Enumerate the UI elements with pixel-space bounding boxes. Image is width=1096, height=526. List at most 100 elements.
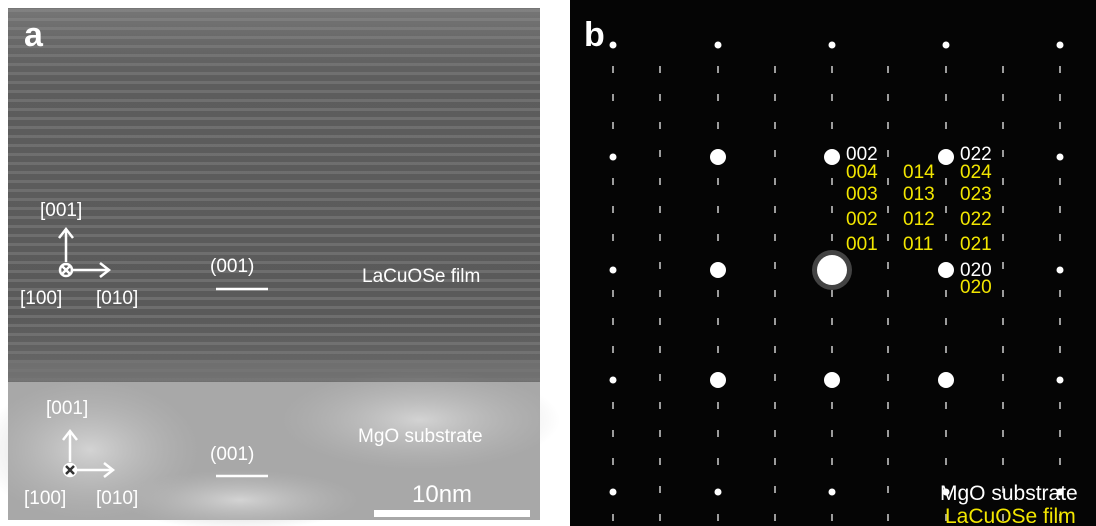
streak (1002, 178, 1004, 185)
streak (1059, 318, 1061, 325)
streak (887, 430, 889, 437)
streak (659, 346, 661, 353)
axis-label: [001] (40, 200, 82, 221)
film-index: 004 (846, 162, 878, 183)
streak (612, 94, 614, 101)
streak (659, 514, 661, 521)
spot (938, 149, 954, 165)
film-index: 013 (903, 184, 935, 205)
streak (774, 178, 776, 185)
streak (831, 178, 833, 185)
streak (831, 206, 833, 213)
streak (612, 346, 614, 353)
spot (938, 372, 954, 388)
streak (1002, 150, 1004, 157)
axis-label: [100] (24, 488, 66, 509)
streak (659, 206, 661, 213)
streak (1002, 290, 1004, 297)
streak (659, 66, 661, 73)
streak (945, 234, 947, 241)
streak (717, 122, 719, 129)
streak (831, 402, 833, 409)
streak (945, 122, 947, 129)
spot (943, 42, 950, 49)
streak (717, 430, 719, 437)
panel-label: a (24, 16, 44, 54)
streak (1059, 234, 1061, 241)
streak (887, 346, 889, 353)
panel-label: b (584, 16, 605, 54)
streak (831, 318, 833, 325)
streak (612, 514, 614, 521)
plane-label: (001) (210, 256, 254, 277)
legend-film: LaCuOSe film (945, 505, 1076, 526)
substrate-texture (280, 370, 560, 470)
streak (1059, 206, 1061, 213)
streak (1059, 430, 1061, 437)
plane-label: (001) (210, 444, 254, 465)
streak (1059, 346, 1061, 353)
streak (717, 206, 719, 213)
spot (824, 149, 840, 165)
film-index: 020 (960, 277, 992, 298)
spot (715, 489, 722, 496)
streak (831, 122, 833, 129)
streak (774, 290, 776, 297)
spot (829, 489, 836, 496)
streak (717, 514, 719, 521)
film-index: 014 (903, 162, 935, 183)
streak (945, 66, 947, 73)
streak (774, 402, 776, 409)
layer-label: MgO substrate (358, 426, 483, 447)
streak (774, 206, 776, 213)
streak (831, 430, 833, 437)
film-index: 022 (960, 209, 992, 230)
streak (717, 318, 719, 325)
streak (612, 178, 614, 185)
film-index: 001 (846, 234, 878, 255)
spot (610, 42, 617, 49)
figure: a [001] [100] [010] (001) LaCuOSe film [… (0, 0, 1096, 526)
streak (612, 122, 614, 129)
spot (1057, 154, 1064, 161)
streak (1002, 262, 1004, 269)
spot (1057, 42, 1064, 49)
streak (1059, 402, 1061, 409)
streak (945, 458, 947, 465)
streak (1002, 374, 1004, 381)
streak (887, 262, 889, 269)
spot (715, 42, 722, 49)
streak (717, 346, 719, 353)
streak (945, 430, 947, 437)
streak (831, 234, 833, 241)
streak (659, 178, 661, 185)
spot-halo (812, 250, 852, 290)
film-index: 011 (903, 234, 933, 255)
streak (945, 206, 947, 213)
streak (717, 234, 719, 241)
scale-bar-label: 10nm (412, 481, 472, 508)
axis-label: [001] (46, 398, 88, 419)
streak (1059, 66, 1061, 73)
spot (938, 262, 954, 278)
streak (774, 262, 776, 269)
spot (610, 377, 617, 384)
panel-b: b 002 022 020 00401402400301302300201202… (570, 0, 1096, 526)
film-index: 021 (960, 234, 992, 255)
streak (659, 122, 661, 129)
streak (1002, 430, 1004, 437)
streak (831, 514, 833, 521)
streak (659, 262, 661, 269)
streak (945, 402, 947, 409)
streak (659, 290, 661, 297)
streak (717, 178, 719, 185)
streak (659, 486, 661, 493)
streak (887, 318, 889, 325)
streak (774, 514, 776, 521)
streak (1002, 66, 1004, 73)
streak (659, 402, 661, 409)
streak (774, 430, 776, 437)
spot (710, 372, 726, 388)
layer-label: LaCuOSe film (362, 266, 480, 287)
streak (612, 402, 614, 409)
